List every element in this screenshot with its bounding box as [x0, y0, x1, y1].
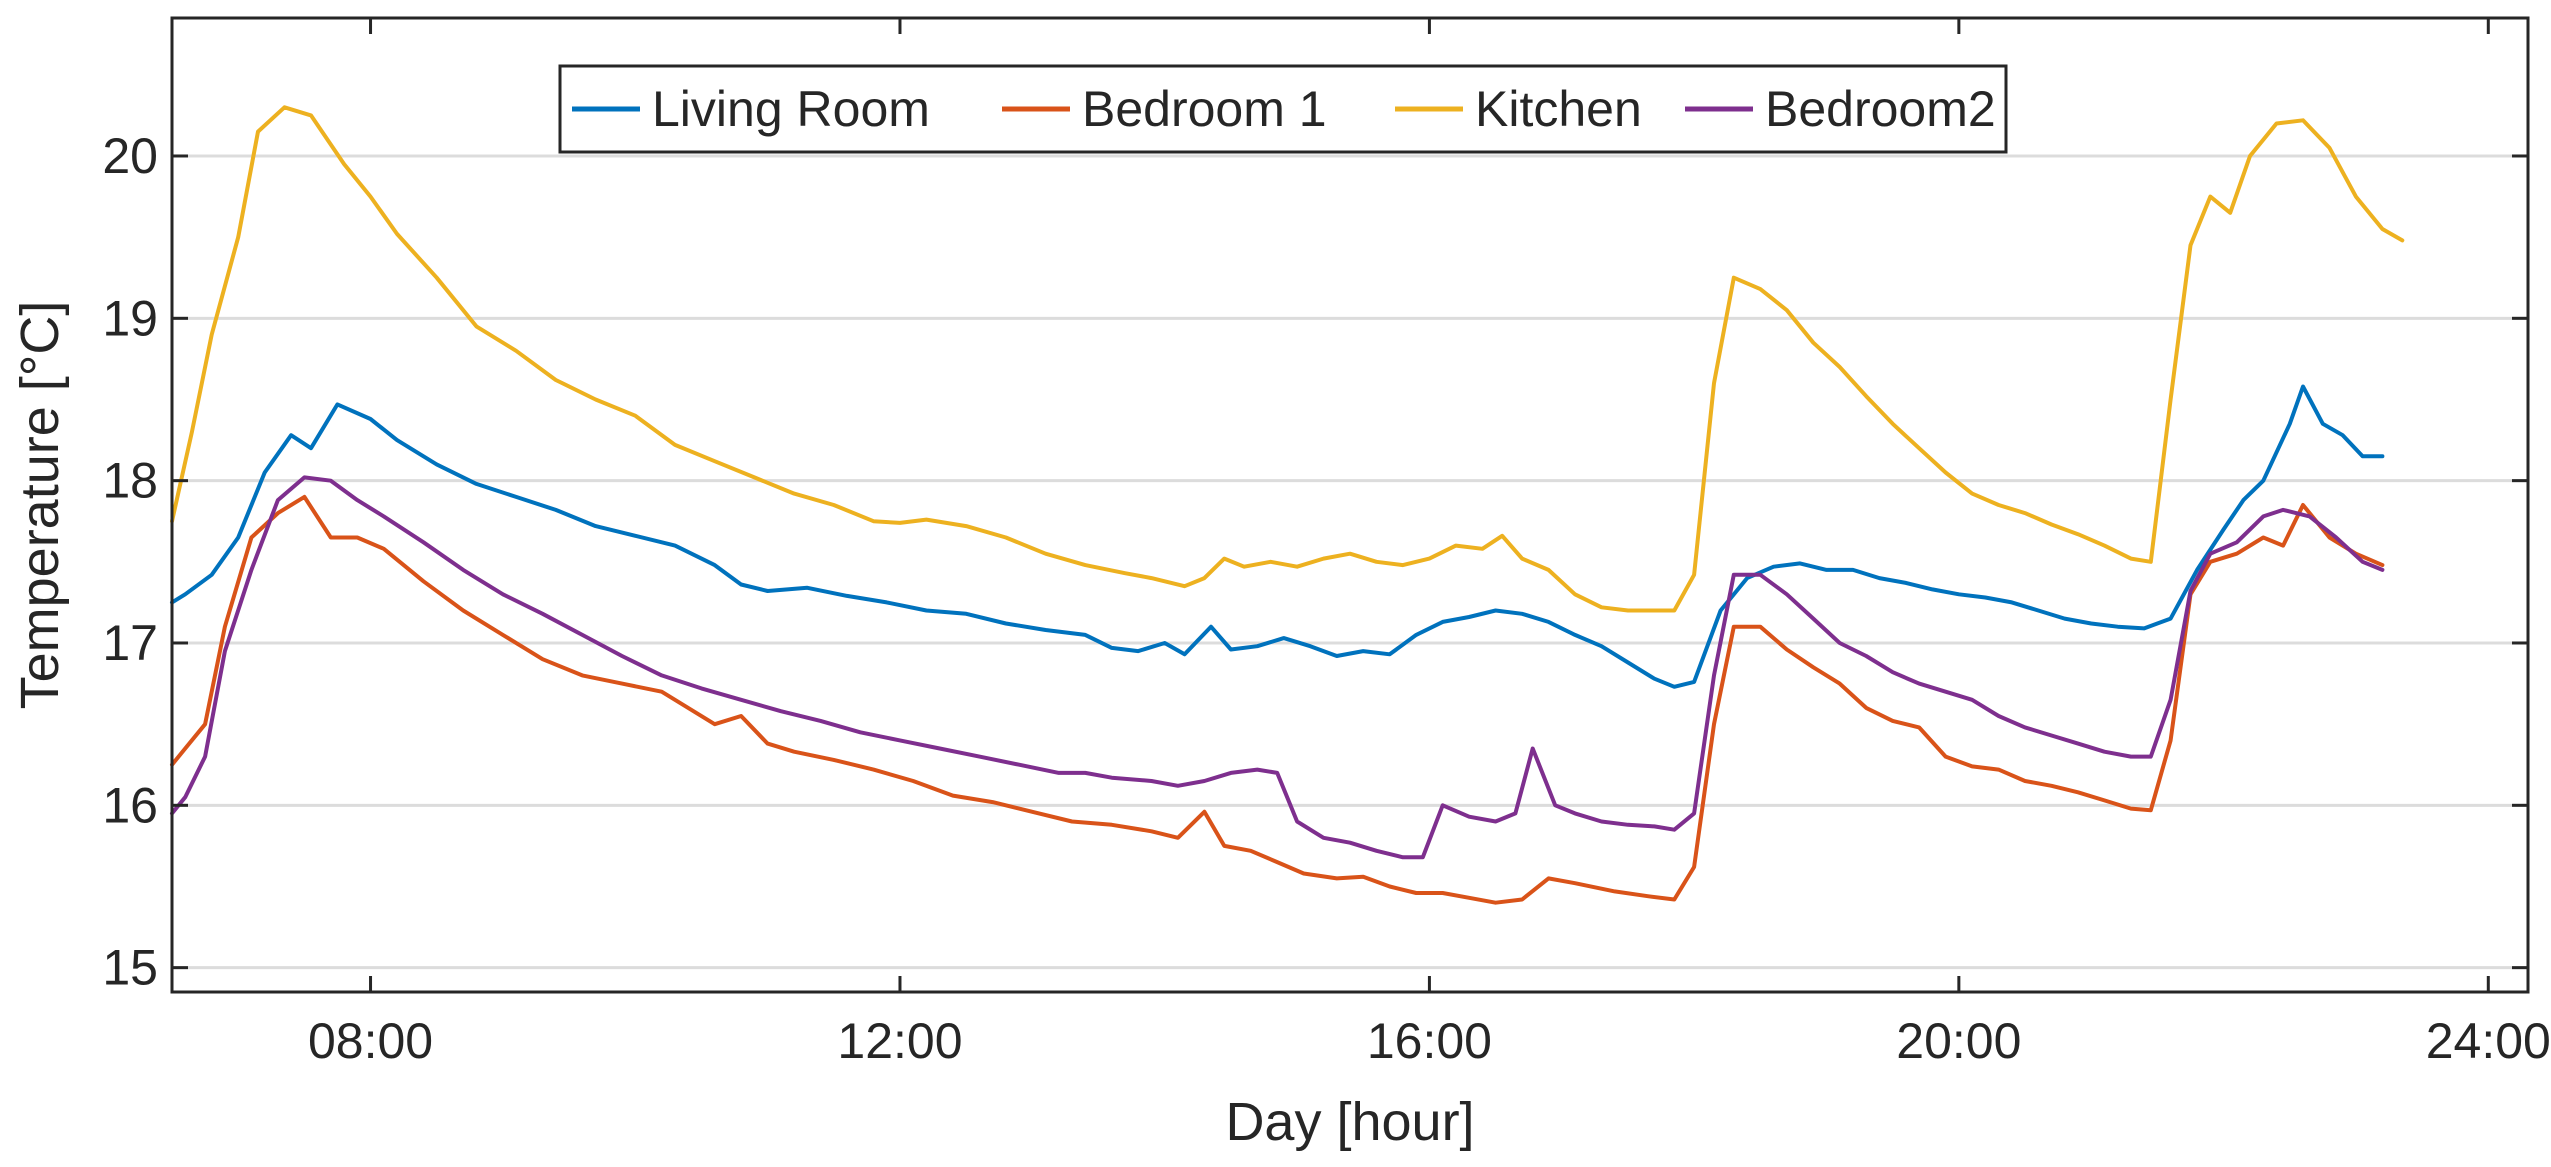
y-tick-label: 19 [102, 290, 158, 346]
x-tick-label: 08:00 [308, 1013, 433, 1069]
y-tick-label: 15 [102, 940, 158, 996]
y-tick-label: 20 [102, 128, 158, 184]
y-tick-label: 17 [102, 615, 158, 671]
axes [170, 16, 2530, 994]
legend-label-kitchen: Kitchen [1475, 81, 1642, 137]
x-axis-label: Day [hour] [1225, 1092, 1474, 1152]
legend-label-bedroom-1: Bedroom 1 [1082, 81, 1327, 137]
x-tick-label: 16:00 [1367, 1013, 1492, 1069]
y-tick-label: 18 [102, 453, 158, 509]
x-tick-label: 24:00 [2426, 1013, 2551, 1069]
legend-label-living-room: Living Room [652, 81, 930, 137]
y-axis-label: Temperature [°C] [10, 301, 70, 710]
legend-box [558, 64, 2008, 154]
tick-labels: 15 16 17 18 19 20 08:00 12:00 16:00 20:00 24:00 [102, 128, 2550, 1069]
grid-lines [172, 154, 2528, 970]
y-tick-label: 16 [102, 777, 158, 833]
series-line-bedroom-1 [170, 494, 2385, 905]
legend-label-bedroom2: Bedroom2 [1765, 81, 1996, 137]
x-tick-label: 20:00 [1896, 1013, 2021, 1069]
series-line-kitchen [170, 105, 2405, 613]
series-line-bedroom2 [170, 475, 2385, 860]
x-tick-label: 12:00 [837, 1013, 962, 1069]
legend: Living Room Bedroom 1 Kitchen Bedroom2 [558, 64, 2008, 154]
plot-frame [170, 16, 2530, 994]
series-line-living-room [170, 384, 2385, 689]
series-lines [170, 105, 2405, 905]
